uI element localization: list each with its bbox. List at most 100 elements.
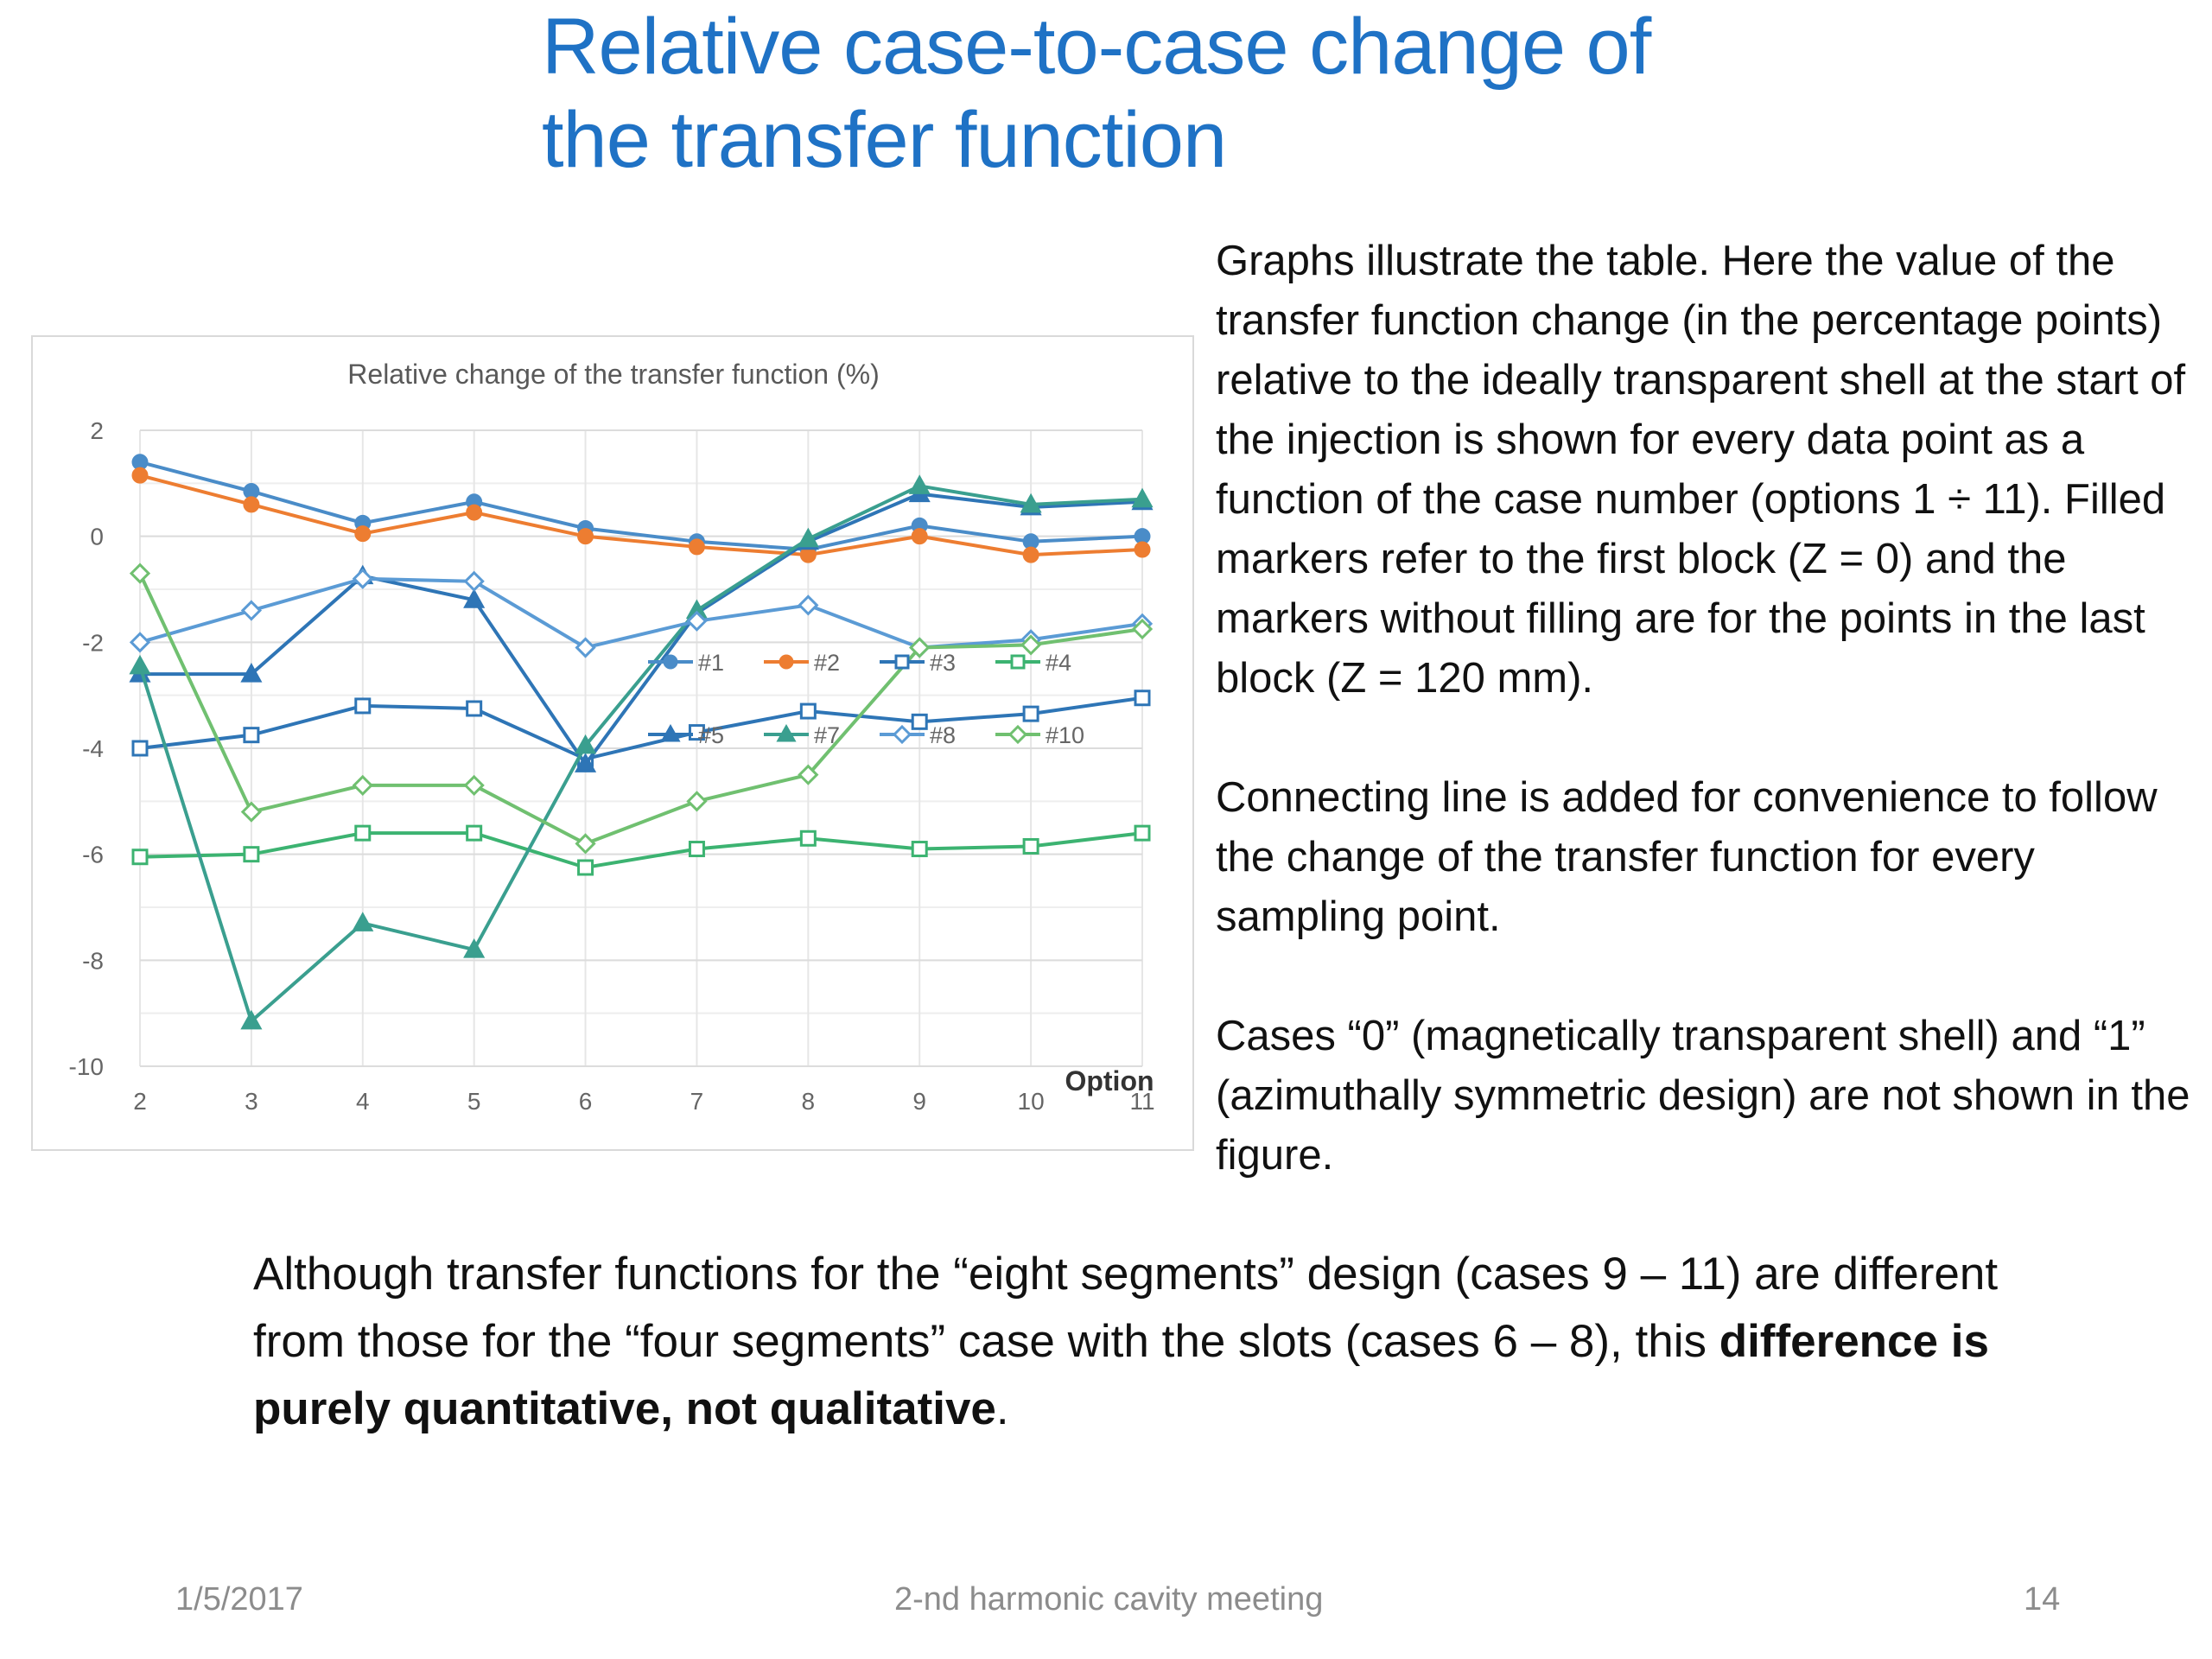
- title-line-1: Relative case-to-case change of: [542, 3, 1651, 91]
- data-point-1: [1022, 533, 1039, 550]
- data-point-3: [799, 702, 817, 720]
- data-point-8: [798, 594, 819, 616]
- conclusion-post: .: [995, 1383, 1009, 1434]
- conclusion-pre: Although transfer functions for the “eig…: [253, 1249, 1999, 1367]
- data-point-3: [911, 713, 928, 730]
- data-point-10: [129, 563, 151, 584]
- data-point-3: [354, 697, 372, 715]
- data-point-8: [240, 600, 263, 621]
- description-text: Graphs illustrate the table. Here the va…: [1216, 232, 2201, 1245]
- data-point-4: [1134, 824, 1151, 842]
- y-tick-label: -10: [69, 1053, 104, 1080]
- x-tick-label: 7: [690, 1088, 704, 1115]
- description-paragraph-1: Graphs illustrate the table. Here the va…: [1216, 238, 2186, 702]
- data-point-4: [243, 846, 260, 863]
- y-tick-label: 0: [90, 524, 104, 550]
- legend-label: #3: [930, 650, 956, 676]
- series-line-1: [139, 460, 1143, 552]
- data-point-10: [909, 637, 931, 658]
- legend-label: #5: [698, 722, 724, 748]
- y-tick-label: -2: [82, 629, 104, 656]
- data-point-3: [466, 700, 483, 717]
- data-point-10: [1020, 634, 1042, 656]
- footer-date: 1/5/2017: [175, 1581, 303, 1618]
- data-point-7: [1131, 487, 1154, 508]
- data-point-2: [577, 528, 594, 545]
- y-tick-label: -4: [82, 735, 104, 762]
- legend-label: #8: [930, 722, 956, 748]
- data-point-5: [240, 663, 263, 683]
- data-point-3: [688, 724, 705, 741]
- data-point-2: [354, 525, 372, 543]
- footer-title: 2-nd harmonic cavity meeting: [894, 1581, 1324, 1618]
- data-point-4: [688, 841, 705, 858]
- data-point-2: [1022, 546, 1039, 563]
- footer-page-number: 14: [2024, 1581, 2061, 1618]
- data-point-2: [911, 528, 928, 545]
- series-line-8: [139, 576, 1143, 650]
- legend-marker: [779, 654, 794, 670]
- data-point-4: [799, 830, 817, 847]
- data-point-7: [1020, 493, 1042, 513]
- data-point-3: [131, 740, 149, 757]
- legend-marker: [663, 654, 678, 670]
- x-axis-label: Option: [1065, 1065, 1154, 1096]
- x-tick-label: 6: [579, 1088, 593, 1115]
- data-point-1: [131, 454, 149, 471]
- data-point-2: [1134, 541, 1151, 558]
- data-point-10: [352, 774, 373, 797]
- data-point-2: [688, 538, 705, 556]
- data-point-7: [575, 734, 597, 754]
- legend-marker: [894, 654, 910, 670]
- data-point-7: [908, 474, 931, 494]
- data-point-2: [799, 546, 817, 563]
- data-point-2: [131, 467, 149, 484]
- chart-container: -10 -8 -6 -4 -2 0 2 2 3 4 5 6 7 8 9 10 11 Relative change…: [31, 335, 1194, 1151]
- series-line-4: [139, 831, 1143, 870]
- data-point-3: [1022, 705, 1039, 722]
- data-point-5: [575, 753, 597, 772]
- legend-label: #10: [1046, 722, 1084, 748]
- data-point-10: [1131, 618, 1154, 640]
- x-tick-label: 3: [245, 1088, 258, 1115]
- data-point-10: [798, 764, 819, 785]
- legend-marker: [776, 723, 797, 742]
- series-line-3: [139, 696, 1143, 761]
- data-point-2: [243, 496, 260, 513]
- slide-title: Relative case-to-case change of the tran…: [542, 0, 1651, 187]
- data-point-10: [463, 774, 485, 797]
- legend-label: #1: [698, 650, 724, 676]
- legend-marker: [1010, 654, 1026, 670]
- data-point-4: [1022, 837, 1039, 855]
- x-tick-label: 5: [467, 1088, 481, 1115]
- data-point-3: [243, 727, 260, 744]
- data-point-4: [131, 849, 149, 866]
- data-point-4: [577, 859, 594, 876]
- data-point-1: [1134, 528, 1151, 545]
- description-paragraph-2: Connecting line is added for convenience…: [1216, 774, 2158, 940]
- data-point-8: [352, 568, 373, 589]
- legend-marker: [1007, 724, 1028, 745]
- x-tick-label: 2: [133, 1088, 147, 1115]
- y-tick-label: -8: [82, 947, 104, 974]
- data-point-1: [243, 483, 260, 500]
- data-point-8: [463, 570, 485, 592]
- data-point-4: [354, 824, 372, 842]
- data-point-10: [686, 791, 708, 812]
- data-point-3: [1134, 690, 1151, 707]
- conclusion-text: Although transfer functions for the “eig…: [253, 1241, 2068, 1443]
- chart-title: Relative change of the transfer function…: [347, 359, 879, 390]
- data-point-4: [466, 824, 483, 842]
- legend-label: #2: [814, 650, 840, 676]
- conclusion-bold: difference is purely quantitative, not q…: [253, 1316, 1989, 1434]
- legend-label: #7: [814, 722, 840, 748]
- data-point-10: [240, 801, 263, 823]
- series-line-2: [139, 474, 1143, 557]
- data-point-7: [129, 654, 151, 675]
- x-tick-label: 11: [1129, 1088, 1154, 1115]
- x-tick-label: 10: [1018, 1088, 1045, 1115]
- y-tick-label: 2: [90, 417, 104, 444]
- x-tick-label: 9: [912, 1088, 926, 1115]
- y-tick-label: -6: [82, 842, 104, 868]
- data-point-8: [686, 610, 708, 632]
